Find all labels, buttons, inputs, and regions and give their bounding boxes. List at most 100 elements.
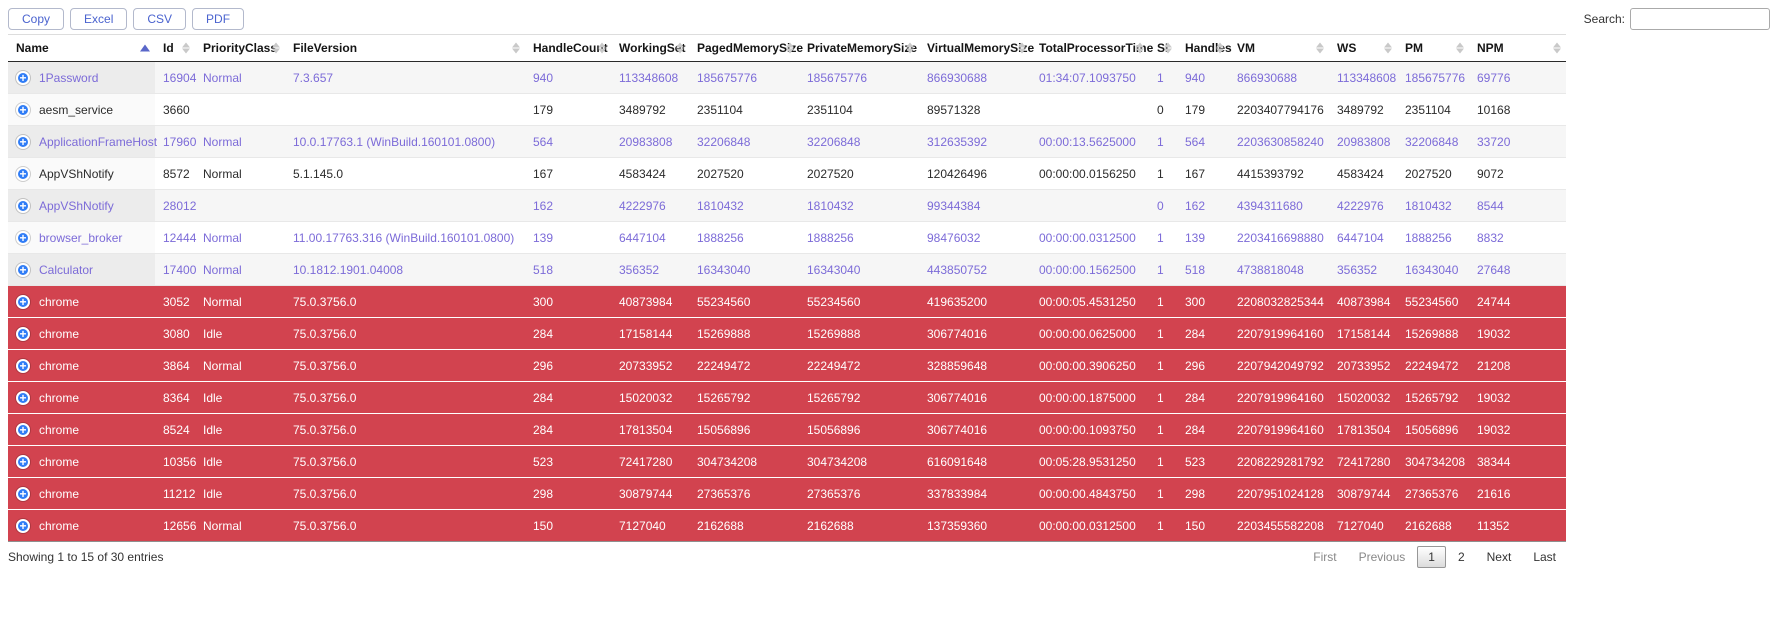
cell-privatememorysize: 27365376 bbox=[799, 477, 919, 510]
column-header-fileversion[interactable]: FileVersion bbox=[285, 34, 525, 62]
cell-privatememorysize: 55234560 bbox=[799, 285, 919, 318]
entries-info: Showing 1 to 15 of 30 entries bbox=[8, 550, 164, 564]
column-header-virtualmemorysize[interactable]: VirtualMemorySize bbox=[919, 34, 1034, 62]
pagination-1[interactable]: 1 bbox=[1417, 546, 1446, 568]
column-header-privatememorysize[interactable]: PrivateMemorySize bbox=[799, 34, 919, 62]
cell-ws: 6447104 bbox=[1329, 221, 1397, 254]
cell-priorityclass: Normal bbox=[195, 61, 285, 94]
cell-privatememorysize: 2162688 bbox=[799, 509, 919, 542]
cell-ws: 40873984 bbox=[1329, 285, 1397, 318]
export-button-copy[interactable]: Copy bbox=[8, 8, 65, 30]
cell-handlecount: 284 bbox=[525, 413, 611, 446]
column-header-priorityclass[interactable]: PriorityClass bbox=[195, 34, 285, 62]
cell-handlecount: 284 bbox=[525, 317, 611, 350]
process-name: chrome bbox=[39, 358, 80, 373]
export-button-pdf[interactable]: PDF bbox=[192, 8, 245, 30]
column-header-name[interactable]: Name bbox=[8, 34, 155, 62]
expand-row-icon[interactable]: + bbox=[16, 166, 30, 181]
pagination-first[interactable]: First bbox=[1313, 550, 1337, 564]
pagination-2[interactable]: 2 bbox=[1457, 550, 1465, 564]
pagination-next[interactable]: Next bbox=[1486, 550, 1512, 564]
column-header-id[interactable]: Id bbox=[155, 34, 195, 62]
cell-ws: 30879744 bbox=[1329, 477, 1397, 510]
cell-npm: 24744 bbox=[1469, 285, 1566, 318]
column-header-handles[interactable]: Handles bbox=[1177, 34, 1232, 62]
process-name: chrome bbox=[39, 454, 80, 469]
sort-both-icon bbox=[272, 42, 280, 54]
column-header-pm[interactable]: PM bbox=[1397, 34, 1469, 62]
expand-row-icon[interactable]: + bbox=[16, 134, 30, 149]
column-header-ws[interactable]: WS bbox=[1329, 34, 1397, 62]
table-row: + chrome 3864 Normal 75.0.3756.0 296 20733952 2… bbox=[8, 349, 1566, 382]
expand-row-icon[interactable]: + bbox=[16, 518, 30, 533]
cell-pm: 1810432 bbox=[1397, 189, 1469, 222]
cell-ws: 72417280 bbox=[1329, 445, 1397, 478]
cell-fileversion: 75.0.3756.0 bbox=[285, 349, 525, 382]
export-button-excel[interactable]: Excel bbox=[70, 8, 128, 30]
cell-totalprocessortime: 00:00:13.5625000 bbox=[1031, 125, 1149, 158]
column-header-label: PagedMemorySize bbox=[697, 41, 804, 55]
pagination-previous[interactable]: Previous bbox=[1358, 550, 1406, 564]
expand-row-icon[interactable]: + bbox=[16, 454, 30, 469]
cell-workingset: 40873984 bbox=[611, 285, 689, 318]
cell-pagedmemorysize: 15056896 bbox=[689, 413, 799, 446]
cell-handles: 167 bbox=[1177, 157, 1229, 190]
column-header-vm[interactable]: VM bbox=[1229, 34, 1329, 62]
cell-privatememorysize: 15265792 bbox=[799, 381, 919, 414]
expand-row-icon[interactable]: + bbox=[16, 326, 30, 341]
column-header-pagedmemorysize[interactable]: PagedMemorySize bbox=[689, 34, 803, 62]
cell-handles: 139 bbox=[1177, 221, 1229, 254]
cell-ws: 17158144 bbox=[1329, 317, 1397, 350]
cell-pagedmemorysize: 16343040 bbox=[689, 253, 799, 286]
expand-row-icon[interactable]: + bbox=[16, 230, 30, 245]
expand-row-icon[interactable]: + bbox=[16, 358, 30, 373]
cell-fileversion: 75.0.3756.0 bbox=[285, 445, 525, 478]
cell-handlecount: 518 bbox=[525, 253, 611, 286]
column-header-handlecount[interactable]: HandleCount bbox=[525, 34, 611, 62]
cell-handles: 179 bbox=[1177, 93, 1229, 126]
expand-row-icon[interactable]: + bbox=[16, 198, 30, 213]
expand-row-icon[interactable]: + bbox=[16, 390, 30, 405]
cell-priorityclass: Idle bbox=[195, 381, 285, 414]
cell-workingset: 113348608 bbox=[611, 61, 689, 94]
cell-fileversion: 75.0.3756.0 bbox=[285, 381, 525, 414]
column-header-si[interactable]: SI bbox=[1149, 34, 1177, 62]
cell-pm: 2162688 bbox=[1397, 509, 1469, 542]
cell-vm: 2207919964160 bbox=[1229, 413, 1329, 446]
cell-privatememorysize: 22249472 bbox=[799, 349, 919, 382]
sort-both-icon bbox=[1553, 42, 1561, 54]
cell-priorityclass: Normal bbox=[195, 285, 285, 318]
pagination-last[interactable]: Last bbox=[1533, 550, 1556, 564]
cell-workingset: 4222976 bbox=[611, 189, 689, 222]
cell-vm: 2207919964160 bbox=[1229, 381, 1329, 414]
process-name: chrome bbox=[39, 486, 80, 501]
cell-totalprocessortime: 00:00:00.0625000 bbox=[1031, 317, 1149, 350]
expand-row-icon[interactable]: + bbox=[16, 70, 30, 85]
table-row: + chrome 12656 Normal 75.0.3756.0 150 7127040 2… bbox=[8, 509, 1566, 542]
cell-id: 17400 bbox=[155, 253, 196, 286]
name-cell: + aesm_service bbox=[8, 93, 155, 126]
cell-workingset: 17158144 bbox=[611, 317, 689, 350]
cell-vm: 2203630858240 bbox=[1229, 125, 1329, 158]
column-header-totalprocessortime[interactable]: TotalProcessorTime bbox=[1031, 34, 1153, 62]
cell-privatememorysize: 2027520 bbox=[799, 157, 919, 190]
cell-virtualmemorysize: 337833984 bbox=[919, 477, 1031, 510]
cell-npm: 27648 bbox=[1469, 253, 1566, 286]
column-header-label: SI bbox=[1157, 41, 1169, 55]
cell-si: 1 bbox=[1149, 381, 1177, 414]
column-header-workingset[interactable]: WorkingSet bbox=[611, 34, 689, 62]
expand-row-icon[interactable]: + bbox=[16, 422, 30, 437]
cell-pagedmemorysize: 304734208 bbox=[689, 445, 799, 478]
expand-row-icon[interactable]: + bbox=[16, 294, 30, 309]
cell-si: 1 bbox=[1149, 221, 1177, 254]
search-input[interactable] bbox=[1630, 8, 1770, 30]
export-button-csv[interactable]: CSV bbox=[133, 8, 187, 30]
cell-handlecount: 523 bbox=[525, 445, 611, 478]
expand-row-icon[interactable]: + bbox=[16, 486, 30, 501]
expand-row-icon[interactable]: + bbox=[16, 102, 30, 117]
cell-totalprocessortime: 00:00:00.1875000 bbox=[1031, 381, 1149, 414]
expand-row-icon[interactable]: + bbox=[16, 262, 30, 277]
name-cell: + chrome bbox=[8, 381, 155, 414]
column-header-npm[interactable]: NPM bbox=[1469, 34, 1566, 62]
cell-si: 1 bbox=[1149, 349, 1177, 382]
